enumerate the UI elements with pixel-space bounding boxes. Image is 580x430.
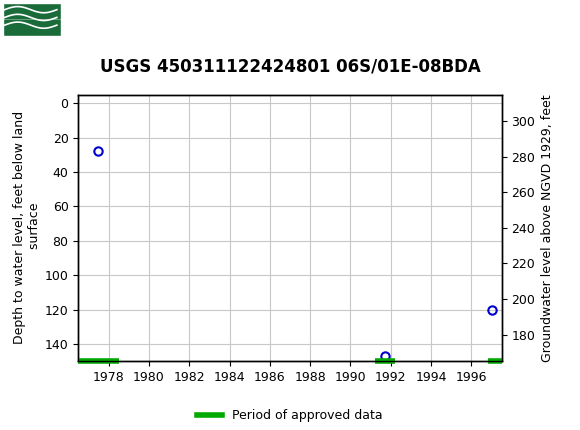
Text: USGS: USGS [67,10,122,28]
Y-axis label: Groundwater level above NGVD 1929, feet: Groundwater level above NGVD 1929, feet [541,94,554,362]
Y-axis label: Depth to water level, feet below land
 surface: Depth to water level, feet below land su… [13,111,41,344]
Bar [3,3,61,36]
Text: USGS 450311122424801 06S/01E-08BDA: USGS 450311122424801 06S/01E-08BDA [100,58,480,76]
Legend: Period of approved data: Period of approved data [192,404,388,427]
